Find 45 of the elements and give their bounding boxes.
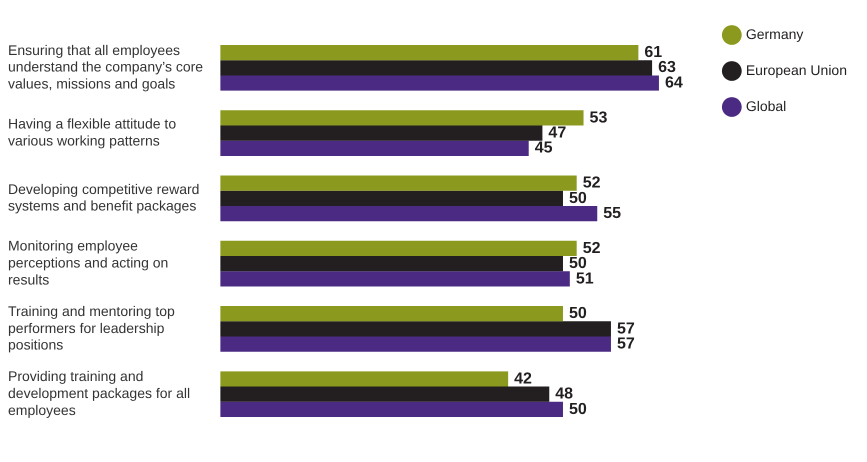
y-tick-label: Having a flexible attitude to various working patterns xyxy=(8,116,176,148)
legend-label: Global xyxy=(746,98,786,114)
bar xyxy=(220,125,542,141)
bar xyxy=(220,271,570,286)
data-label: 61 xyxy=(644,44,662,62)
bar xyxy=(220,256,563,272)
bar xyxy=(220,140,529,156)
y-tick-label: Training and mentoring top performers for leadership positions xyxy=(8,302,176,353)
y-tick-label: Ensuring that all employees understand the company’s core values, missions and goals xyxy=(8,42,204,92)
data-label: 52 xyxy=(582,240,601,257)
data-label: 52 xyxy=(582,174,601,192)
data-label: 48 xyxy=(555,386,574,403)
bar xyxy=(220,336,611,352)
data-label: 64 xyxy=(664,74,683,92)
data-label: 47 xyxy=(548,124,566,142)
legend-label: Germany xyxy=(746,26,804,42)
y-tick-label: Providing training and development packages for all employees xyxy=(8,368,190,418)
y-tick-label: Developing competitive reward systems and benefit packages xyxy=(8,180,200,214)
bar xyxy=(220,60,652,76)
bar xyxy=(220,386,550,402)
bar xyxy=(220,402,563,418)
bar xyxy=(220,176,577,191)
bar xyxy=(220,240,577,256)
bar xyxy=(220,321,611,337)
data-label: 51 xyxy=(576,270,594,288)
data-label: 45 xyxy=(534,140,553,157)
bar xyxy=(220,206,598,222)
bar xyxy=(220,75,659,91)
data-label: 53 xyxy=(590,109,608,126)
bar xyxy=(220,44,638,60)
bar xyxy=(220,110,584,126)
y-tick-label: Monitoring employee perceptions and acting on results xyxy=(8,238,168,288)
bar xyxy=(220,190,563,206)
data-label: 55 xyxy=(603,205,622,222)
data-label: 50 xyxy=(568,305,587,322)
data-label: 50 xyxy=(568,400,587,418)
bar xyxy=(220,371,508,387)
data-label: 63 xyxy=(658,59,676,76)
data-label: 50 xyxy=(568,255,587,272)
data-label: 57 xyxy=(616,320,635,338)
data-label: 57 xyxy=(616,336,635,353)
legend-label: European Union xyxy=(746,62,847,78)
data-label: 50 xyxy=(568,190,587,207)
data-label: 42 xyxy=(514,370,532,388)
bar xyxy=(220,306,563,322)
